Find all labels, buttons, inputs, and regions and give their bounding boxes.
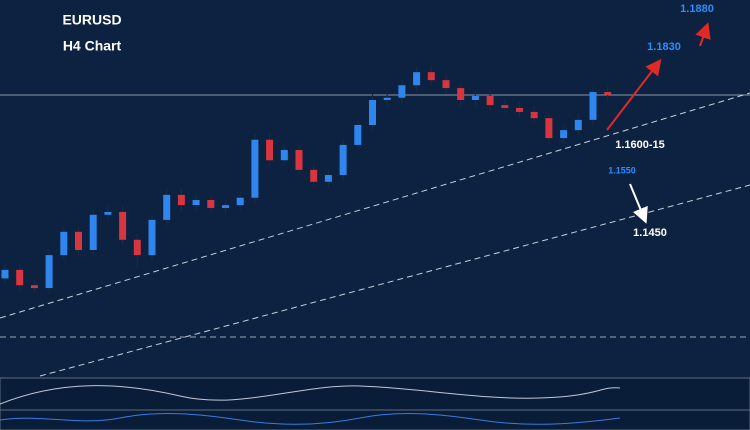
signal-line xyxy=(0,385,621,405)
candle-body xyxy=(457,88,465,100)
candle-body xyxy=(383,97,391,100)
candle-body xyxy=(324,175,332,182)
arrow xyxy=(695,22,711,47)
chart-subtitle: H4 Chart xyxy=(63,38,122,54)
indicator-panel xyxy=(0,377,750,411)
candle-body xyxy=(207,200,215,208)
candle-body xyxy=(251,139,259,198)
candle-body xyxy=(266,139,274,161)
candle-body xyxy=(574,119,582,131)
level-label: 1.1830 xyxy=(647,41,681,53)
oscillator-line xyxy=(0,413,621,425)
candle-body xyxy=(339,144,347,175)
candle-body xyxy=(16,269,24,286)
candle-body xyxy=(398,85,406,98)
arrow xyxy=(606,58,662,131)
candle-body xyxy=(413,72,421,86)
trendline xyxy=(0,92,750,319)
candle-body xyxy=(442,80,450,89)
candle-body xyxy=(236,197,244,206)
candle-body xyxy=(45,255,53,289)
candle-body xyxy=(163,194,171,220)
arrow xyxy=(629,183,648,224)
candle-body xyxy=(30,285,38,289)
candle-body xyxy=(471,96,479,100)
candle-body xyxy=(148,219,156,256)
candle-body xyxy=(133,239,141,256)
candle-body xyxy=(1,269,9,279)
candle-body xyxy=(486,96,494,106)
candle-body xyxy=(60,231,68,256)
candle-body xyxy=(369,100,376,125)
indicator-panel xyxy=(0,409,750,430)
chart-title: EURUSD xyxy=(62,12,121,28)
level-label: 1.1550 xyxy=(608,165,636,175)
candle-body xyxy=(280,150,288,161)
level-label: 1.1880 xyxy=(680,3,714,15)
candle-body xyxy=(530,111,538,119)
candle-body xyxy=(589,92,597,120)
level-label: 1.1600-15 xyxy=(615,139,665,151)
candle-body xyxy=(192,200,200,206)
candle-body xyxy=(501,105,509,108)
candle-body xyxy=(177,194,185,206)
candle-body xyxy=(560,130,568,139)
candle-body xyxy=(295,150,303,170)
candle-body xyxy=(104,211,112,215)
candle-body xyxy=(75,231,82,250)
trendline xyxy=(39,184,750,377)
level-label: 1.1450 xyxy=(633,227,667,239)
candle-body xyxy=(89,214,97,250)
candle-body xyxy=(119,211,127,240)
candle-body xyxy=(427,72,435,81)
candle-body xyxy=(516,107,523,112)
candle-body xyxy=(222,205,229,208)
candle-body xyxy=(604,92,612,95)
candle-body xyxy=(310,169,318,182)
candle-body xyxy=(545,118,553,139)
candle-body xyxy=(354,125,362,145)
